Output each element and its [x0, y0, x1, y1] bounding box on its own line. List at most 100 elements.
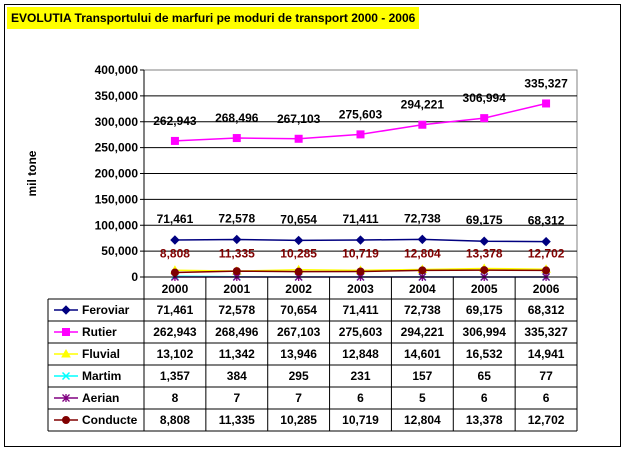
table-cell-aerian: 8 — [172, 391, 179, 405]
data-label-rutier: 267,103 — [277, 112, 321, 126]
table-cell-fluvial: 13,946 — [280, 347, 317, 361]
table-cell-conducte: 8,808 — [160, 413, 190, 427]
point-rutier — [170, 136, 179, 145]
data-label-conducte: 10,285 — [280, 247, 317, 261]
table-cell-rutier: 275,603 — [339, 325, 383, 339]
legend-label-conducte: Conducte — [82, 413, 138, 427]
table-cell-martim: 1,357 — [160, 369, 190, 383]
y-tick-label: 200,000 — [95, 167, 139, 181]
x-tick-label: 2000 — [162, 282, 189, 296]
data-label-conducte: 10,719 — [342, 247, 379, 261]
table-cell-fluvial: 16,532 — [466, 347, 503, 361]
data-label-rutier: 275,603 — [339, 107, 383, 121]
point-conducte — [418, 266, 427, 275]
point-rutier — [542, 99, 551, 108]
y-tick-label: 0 — [131, 270, 138, 284]
y-tick-label: 350,000 — [95, 89, 139, 103]
table-cell-aerian: 7 — [295, 391, 302, 405]
table-cell-conducte: 13,378 — [466, 413, 503, 427]
data-label-conducte: 13,378 — [466, 247, 503, 261]
data-label-feroviar: 69,175 — [466, 213, 503, 227]
table-cell-feroviar: 68,312 — [528, 303, 565, 317]
y-tick-label: 300,000 — [95, 115, 139, 129]
point-feroviar — [479, 236, 489, 246]
y-tick-label: 100,000 — [95, 218, 139, 232]
chart-frame — [4, 4, 621, 447]
y-tick-label: 50,000 — [101, 244, 138, 258]
x-tick-label: 2001 — [223, 282, 250, 296]
x-tick-label: 2004 — [409, 282, 436, 296]
table-cell-feroviar: 72,578 — [218, 303, 255, 317]
data-label-rutier: 306,994 — [463, 91, 507, 105]
table-cell-fluvial: 13,102 — [157, 347, 194, 361]
table-cell-fluvial: 14,601 — [404, 347, 441, 361]
point-conducte — [542, 266, 551, 275]
legend-label-martim: Martim — [82, 369, 121, 383]
data-label-rutier: 294,221 — [401, 98, 445, 112]
y-tick-label: 150,000 — [95, 192, 139, 206]
data-label-feroviar: 68,312 — [528, 214, 565, 228]
y-tick-label: 400,000 — [95, 63, 139, 77]
table-cell-martim: 65 — [478, 369, 492, 383]
legend-label-fluvial: Fluvial — [82, 347, 120, 361]
x-tick-label: 2005 — [471, 282, 498, 296]
point-rutier — [232, 134, 241, 143]
legend-label-aerian: Aerian — [82, 391, 119, 405]
point-feroviar — [170, 235, 180, 245]
point-conducte — [294, 267, 303, 276]
table-cell-fluvial: 11,342 — [219, 347, 255, 361]
table-cell-rutier: 306,994 — [463, 325, 507, 339]
point-feroviar — [417, 234, 428, 245]
point-conducte — [356, 267, 365, 276]
table-cell-rutier: 335,327 — [524, 325, 568, 339]
data-label-feroviar: 70,654 — [280, 212, 317, 226]
data-label-rutier: 262,943 — [153, 114, 197, 128]
table-cell-martim: 77 — [539, 369, 553, 383]
table-cell-feroviar: 71,461 — [157, 303, 194, 317]
data-label-conducte: 11,335 — [219, 247, 255, 261]
table-cell-fluvial: 14,941 — [528, 347, 565, 361]
legend-label-feroviar: Feroviar — [82, 303, 130, 317]
point-feroviar — [232, 234, 242, 245]
y-axis-label: mil tone — [25, 150, 39, 196]
data-label-feroviar: 71,461 — [157, 212, 194, 226]
table-cell-conducte: 12,702 — [528, 413, 565, 427]
legend-marker-martim — [61, 371, 71, 381]
table-cell-rutier: 294,221 — [401, 325, 445, 339]
table-cell-feroviar: 71,411 — [342, 303, 378, 317]
x-tick-label: 2002 — [285, 282, 312, 296]
table-cell-feroviar: 69,175 — [466, 303, 503, 317]
data-label-feroviar: 72,738 — [404, 211, 441, 225]
chart-title: EVOLUTIA Transportului de marfuri pe mod… — [7, 7, 420, 29]
y-tick-label: 250,000 — [95, 141, 139, 155]
point-rutier — [294, 134, 303, 143]
table-cell-rutier: 268,496 — [215, 325, 259, 339]
point-rutier — [480, 114, 489, 123]
table-cell-rutier: 262,943 — [153, 325, 197, 339]
legend-marker-feroviar — [61, 305, 71, 315]
table-cell-rutier: 267,103 — [277, 325, 321, 339]
legend-marker-fluvial — [61, 348, 71, 358]
table-cell-feroviar: 72,738 — [404, 303, 441, 317]
point-conducte — [170, 268, 179, 277]
x-tick-label: 2006 — [533, 282, 560, 296]
table-cell-martim: 295 — [289, 369, 309, 383]
point-feroviar — [355, 235, 366, 245]
table-cell-conducte: 10,719 — [342, 413, 379, 427]
table-cell-aerian: 6 — [481, 391, 488, 405]
point-feroviar — [541, 236, 551, 247]
legend-label-rutier: Rutier — [82, 325, 117, 339]
table-cell-feroviar: 70,654 — [280, 303, 317, 317]
table-cell-conducte: 11,335 — [219, 413, 255, 427]
table-cell-aerian: 7 — [233, 391, 240, 405]
table-cell-martim: 157 — [412, 369, 432, 383]
data-label-feroviar: 71,411 — [342, 212, 378, 226]
legend-marker-conducte — [62, 416, 70, 424]
point-rutier — [356, 130, 365, 139]
data-label-feroviar: 72,578 — [218, 211, 255, 225]
data-label-conducte: 12,804 — [404, 247, 441, 261]
legend-marker-rutier — [62, 328, 70, 336]
data-label-rutier: 268,496 — [215, 111, 259, 125]
legend-marker-aerian — [62, 394, 70, 402]
